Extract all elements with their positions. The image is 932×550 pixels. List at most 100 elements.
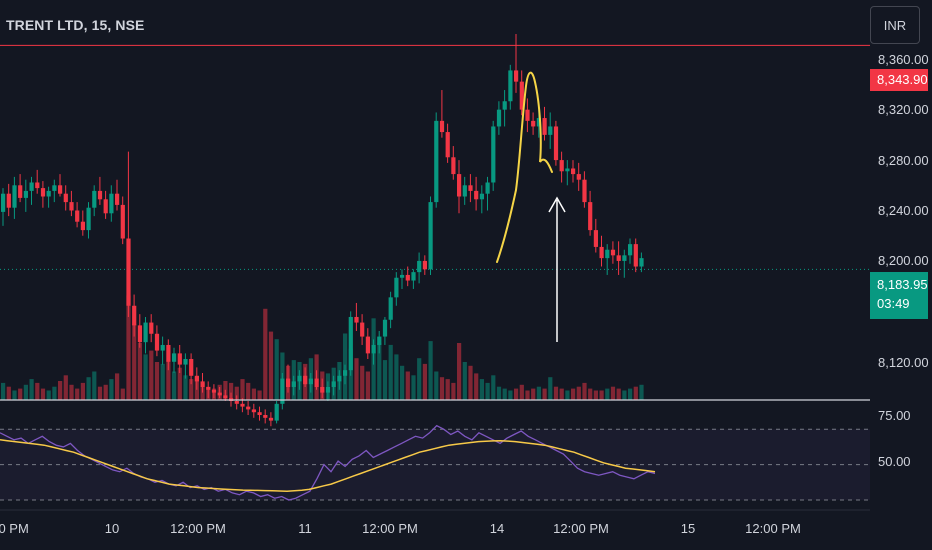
volume-bar (172, 371, 177, 400)
volume-bar (268, 331, 274, 400)
candle-body (411, 272, 416, 281)
volume-bar (565, 390, 570, 400)
volume-bar (40, 388, 46, 400)
candle-body (348, 316, 353, 371)
candle-body (639, 258, 644, 267)
volume-bar (103, 384, 108, 400)
volume-bar (160, 363, 165, 400)
candle-body (605, 249, 610, 259)
candle-body (263, 415, 268, 418)
volume-bar (616, 388, 621, 400)
time-tick: 12:00 PM (745, 521, 801, 536)
candle-body (172, 353, 177, 362)
volume-bar (559, 388, 564, 400)
rsi-ma-line (0, 439, 656, 492)
candle-body (377, 336, 382, 345)
volume-bar (553, 386, 559, 400)
volume-bar (132, 324, 137, 400)
volume-bar (189, 379, 194, 400)
volume-bar (582, 382, 587, 400)
volume-bar (417, 358, 422, 400)
candle-body (400, 274, 405, 278)
volume-bar (457, 343, 462, 400)
volume-bar (628, 388, 633, 400)
last-price-badge: 8,183.95 03:49 (870, 272, 928, 319)
candle-body (525, 109, 530, 121)
candle-body (354, 316, 359, 323)
candle-body (325, 386, 331, 393)
time-tick: 12:00 PM (362, 521, 418, 536)
volume-bar (439, 377, 445, 400)
volume-bar (548, 377, 553, 400)
candle-body (234, 401, 239, 404)
time-tick: 15 (680, 521, 696, 536)
price-tick: 8,280.00 (878, 153, 929, 168)
candle-body (496, 109, 502, 127)
volume-bar (514, 388, 519, 400)
volume-bar (354, 358, 359, 400)
candle-body (200, 381, 205, 387)
candle-body (303, 375, 308, 385)
candle-body (599, 246, 604, 259)
candle-body (457, 174, 462, 197)
candle-body (160, 344, 165, 351)
candle-body (166, 344, 171, 362)
candle-body (29, 182, 34, 191)
candle-body (268, 417, 274, 421)
volume-bar (80, 382, 85, 400)
candle-body (12, 185, 17, 208)
candle-body (86, 207, 91, 231)
candle-body (35, 182, 40, 189)
volume-bar (52, 386, 57, 400)
volume-bar (633, 386, 638, 400)
candle-body (508, 70, 513, 102)
candle-body (405, 274, 410, 281)
volume-bar (257, 390, 262, 400)
candle-body (365, 336, 370, 354)
volume-bar (97, 386, 103, 400)
candle-body (109, 193, 114, 214)
candle-body (417, 260, 422, 273)
candle-body (297, 375, 302, 382)
candle-body (257, 412, 262, 416)
candle-body (331, 381, 336, 387)
volume-bar (274, 339, 279, 400)
volume-bar (479, 379, 484, 400)
time-tick: 12:00 PM (170, 521, 226, 536)
volume-bar (58, 381, 63, 400)
candle-body (189, 358, 194, 376)
candle-body (582, 179, 587, 203)
candle-body (40, 188, 46, 197)
candle-body (360, 322, 365, 337)
price-tick: 8,240.00 (878, 203, 929, 218)
volume-bar (29, 379, 34, 400)
candle-body (479, 193, 484, 200)
time-tick: 11 (298, 521, 312, 536)
rsi-tick: 50.00 (878, 454, 911, 469)
volume-bar (115, 373, 120, 400)
volume-bar (571, 388, 576, 400)
volume-bar (382, 360, 388, 400)
candle-body (97, 190, 103, 200)
candle-body (177, 353, 182, 365)
volume-bar (445, 379, 450, 400)
candle-body (491, 126, 496, 183)
volume-bar (428, 341, 433, 400)
candle-body (320, 386, 325, 393)
candle-body (80, 221, 85, 231)
volume-bar (92, 371, 97, 400)
volume-bar (120, 388, 125, 400)
volume-bar (263, 308, 268, 400)
volume-bar (75, 388, 80, 400)
volume-bar (149, 350, 154, 400)
currency-button[interactable]: INR (870, 6, 920, 44)
volume-bar (1, 382, 6, 400)
volume-bar (109, 379, 114, 400)
candle-body (137, 325, 142, 343)
candle-body (542, 118, 547, 135)
volume-bar (468, 365, 473, 400)
candle-body (251, 409, 256, 413)
candle-body (314, 378, 319, 387)
candle-body (240, 403, 245, 407)
